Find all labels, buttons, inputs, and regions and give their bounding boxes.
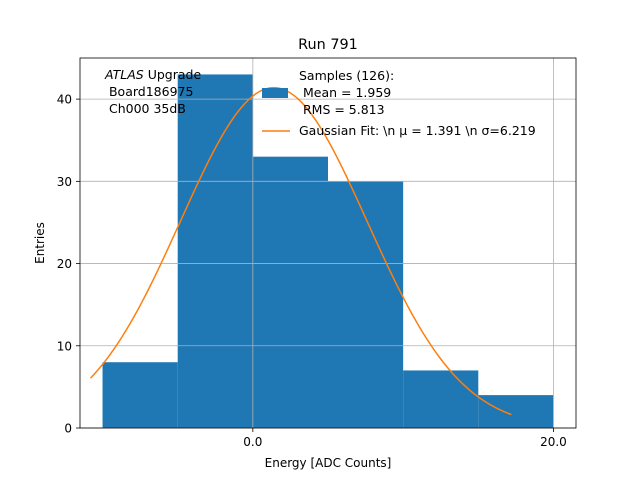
histogram-bar [328, 181, 404, 428]
y-tick-label: 30 [57, 175, 72, 189]
histogram-bars [102, 74, 554, 428]
legend-hist-swatch [262, 88, 288, 98]
histogram-bar [403, 370, 479, 428]
plot-frame [79, 57, 577, 429]
y-axis-ticks: 0 10 20 30 40 [57, 93, 80, 436]
gaussian-fit-curve [89, 86, 512, 416]
legend-hist-line-3: RMS = 5.813 [299, 102, 385, 117]
legend: Samples (126): Mean = 1.959 RMS = 5.813 … [262, 68, 536, 138]
annotation-line-3: Ch000 35dB [105, 101, 186, 116]
atlas-annotation: ATLAS Upgrade Board186975 Ch000 35dB [104, 67, 201, 116]
histogram-bar [102, 362, 178, 428]
y-tick-label: 0 [64, 422, 72, 436]
y-tick-label: 10 [57, 339, 72, 353]
annotation-atlas: ATLAS [104, 67, 144, 82]
x-axis-label: Energy [ADC Counts] [265, 456, 392, 470]
histogram-bar [478, 395, 554, 428]
y-axis-label: Entries [33, 222, 47, 264]
x-tick-label: 0.0 [243, 435, 262, 449]
legend-fit-label: Gaussian Fit: \n μ = 1.391 \n σ=6.219 [299, 123, 536, 138]
legend-hist-line-1: Samples (126): [299, 68, 394, 83]
x-tick-label: 20.0 [540, 435, 567, 449]
histogram-bar [252, 156, 328, 428]
y-tick-label: 40 [57, 93, 72, 107]
annotation-line-1: ATLAS Upgrade [104, 67, 201, 82]
x-axis-ticks: 0.0 20.0 [243, 428, 567, 449]
chart-title: Run 791 [298, 37, 358, 53]
legend-hist-line-2: Mean = 1.959 [299, 85, 391, 100]
annotation-line-2: Board186975 [105, 84, 193, 99]
y-tick-label: 20 [57, 257, 72, 271]
annotation-upgrade: Upgrade [144, 67, 202, 82]
histogram-bar [177, 74, 253, 428]
